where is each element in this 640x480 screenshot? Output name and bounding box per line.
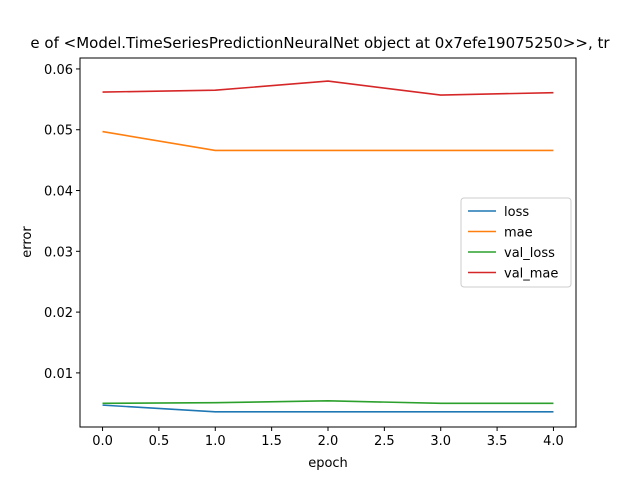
y-tick-label: 0.06 (44, 63, 73, 78)
y-axis-label: error (20, 226, 35, 258)
legend-label: val_mae (504, 267, 558, 282)
y-tick-label: 0.03 (44, 245, 73, 260)
x-tick-label: 2.0 (318, 434, 339, 449)
legend-box (460, 197, 572, 288)
x-tick-label: 1.0 (205, 434, 226, 449)
y-tick-label: 0.04 (44, 185, 73, 200)
y-tick-label: 0.05 (44, 124, 73, 139)
chart-title: e of <Model.TimeSeriesPredictionNeuralNe… (30, 34, 610, 52)
x-axis-label: epoch (308, 456, 348, 471)
y-tick-label: 0.01 (44, 367, 73, 382)
legend-label: mae (504, 226, 533, 241)
x-tick-label: 0.0 (92, 434, 113, 449)
x-tick-label: 0.5 (149, 434, 170, 449)
legend-label: loss (504, 205, 529, 220)
legend-label: val_loss (504, 246, 555, 261)
y-tick-label: 0.02 (44, 306, 73, 321)
x-tick-label: 3.5 (487, 434, 508, 449)
series-line-mae (102, 130, 554, 152)
series-line-loss (102, 404, 554, 413)
x-tick-label: 3.0 (430, 434, 451, 449)
x-tick-label: 4.0 (543, 434, 564, 449)
series-line-val-loss (102, 400, 554, 405)
x-tick-label: 1.5 (261, 434, 282, 449)
x-tick-label: 2.5 (374, 434, 395, 449)
plot-area: 0.0 0.5 1.0 1.5 2.0 2.5 3.0 3.5 4.0 0.01 0.02 0.03 0… (44, 57, 577, 449)
series-line-val-mae (102, 80, 554, 96)
